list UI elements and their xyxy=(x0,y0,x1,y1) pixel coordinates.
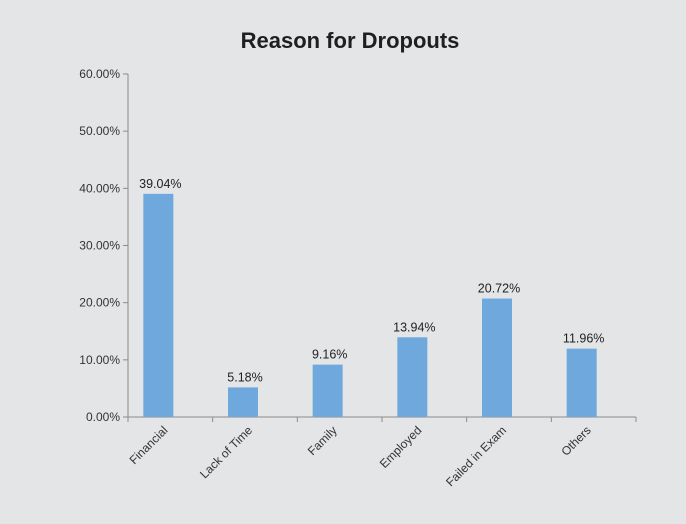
bar xyxy=(397,337,428,417)
bar xyxy=(228,387,258,417)
category-label: Lack of Time xyxy=(197,423,255,481)
category-label: Family xyxy=(305,423,340,458)
chart-title: Reason for Dropouts xyxy=(241,28,460,53)
bar xyxy=(312,364,343,417)
y-tick-label: 50.00% xyxy=(79,124,120,138)
y-tick-label: 10.00% xyxy=(79,353,120,367)
bar xyxy=(143,193,174,417)
category-labels: Financial Lack of Time Family Employed Faile… xyxy=(127,423,594,489)
bar-data-label: 13.94% xyxy=(393,320,435,334)
bar-data-label: 5.18% xyxy=(227,370,262,384)
bar-data-label: 39.04% xyxy=(139,177,181,191)
bar-data-label: 11.96% xyxy=(563,332,604,346)
y-tick-label: 30.00% xyxy=(79,239,120,253)
bar-data-label: 9.16% xyxy=(312,348,347,362)
y-tick-label: 20.00% xyxy=(79,296,120,310)
bar-data-label: 20.72% xyxy=(478,282,520,296)
category-label: Financial xyxy=(127,423,171,467)
category-label: Employed xyxy=(377,423,425,471)
category-label: Others xyxy=(558,423,593,458)
bar xyxy=(482,298,512,417)
y-tick-label: 40.00% xyxy=(79,181,120,195)
y-tick-label: 60.00% xyxy=(79,67,120,81)
bars xyxy=(143,193,597,417)
category-label: Failed in Exam xyxy=(443,423,509,489)
x-axis xyxy=(127,416,637,422)
y-tick-label: 0.00% xyxy=(86,410,120,424)
bar xyxy=(566,348,597,417)
data-labels: 39.04% 5.18% 9.16% 13.94% 20.72% 11.96% xyxy=(139,177,604,385)
y-axis: 0.00% 10.00% 20.00% 30.00% 40.00% 50.00% 60.00… xyxy=(79,67,129,424)
